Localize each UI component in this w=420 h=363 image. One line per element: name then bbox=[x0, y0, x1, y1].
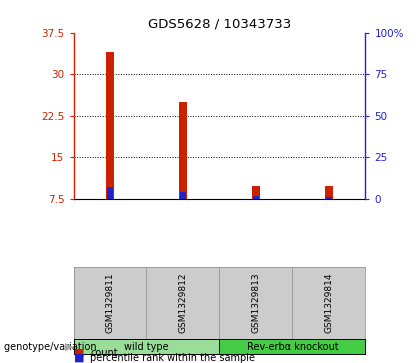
Text: GSM1329812: GSM1329812 bbox=[178, 273, 187, 333]
Text: GSM1329814: GSM1329814 bbox=[324, 273, 333, 333]
Text: GSM1329813: GSM1329813 bbox=[252, 273, 260, 334]
Bar bbox=[326, 197, 332, 199]
Text: count: count bbox=[90, 347, 118, 358]
Text: GSM1329811: GSM1329811 bbox=[105, 273, 115, 334]
Text: ■: ■ bbox=[74, 347, 84, 358]
Title: GDS5628 / 10343733: GDS5628 / 10343733 bbox=[148, 17, 291, 30]
Text: genotype/variation: genotype/variation bbox=[4, 342, 100, 352]
Text: Rev-erbα knockout: Rev-erbα knockout bbox=[247, 342, 338, 352]
Bar bbox=[253, 196, 259, 199]
Text: wild type: wild type bbox=[124, 342, 169, 352]
Text: ▶: ▶ bbox=[65, 342, 73, 352]
Bar bbox=[325, 186, 333, 199]
Bar bbox=[107, 187, 113, 199]
Bar bbox=[105, 52, 114, 199]
Bar bbox=[180, 192, 186, 199]
Text: percentile rank within the sample: percentile rank within the sample bbox=[90, 353, 255, 363]
Text: ■: ■ bbox=[74, 353, 84, 363]
Bar bbox=[252, 186, 260, 199]
Bar bbox=[178, 102, 187, 199]
